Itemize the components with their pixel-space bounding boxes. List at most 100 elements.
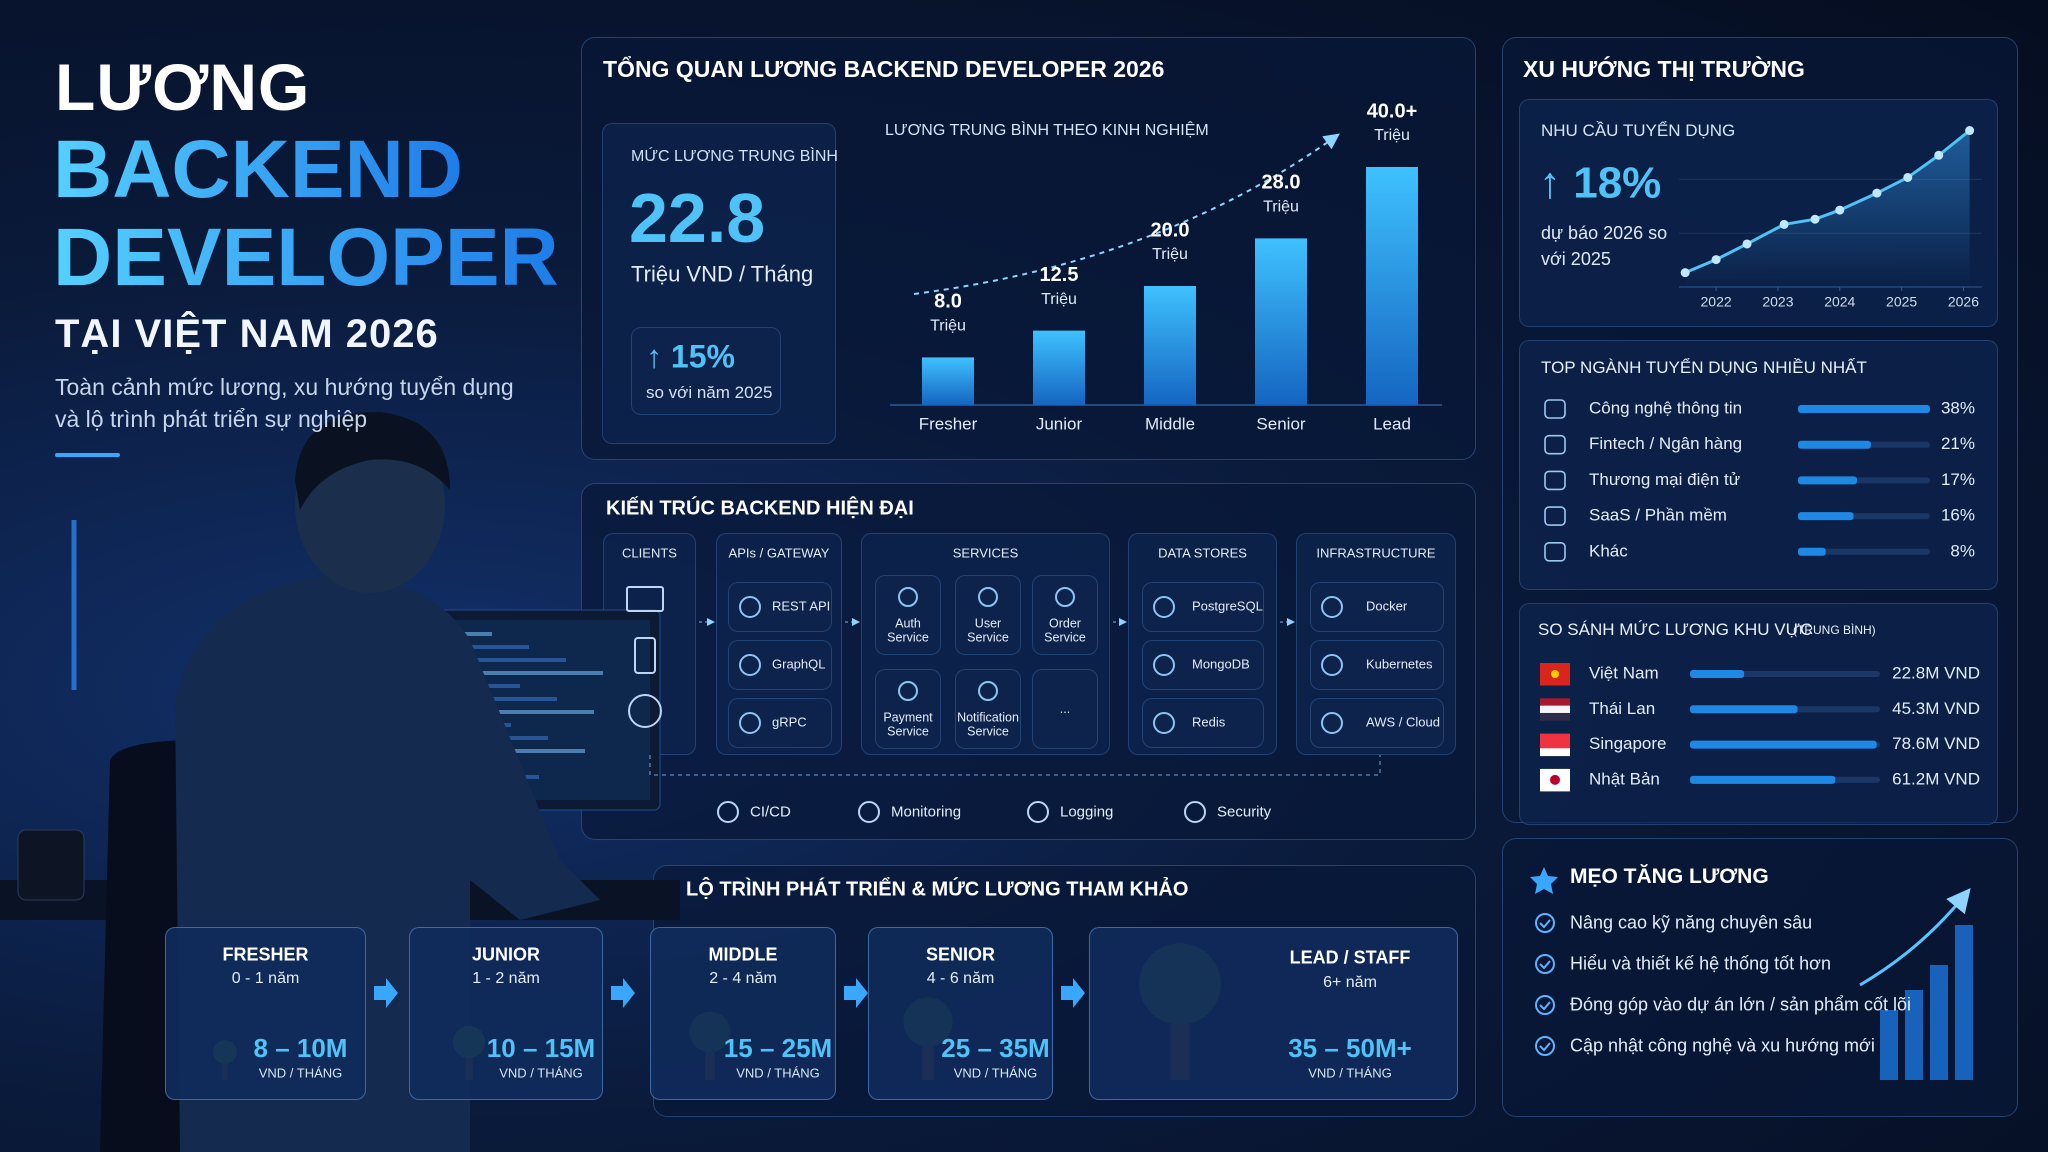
service-icon bbox=[978, 587, 998, 607]
stage-arrow bbox=[374, 978, 398, 1008]
footer-icon bbox=[717, 801, 739, 823]
flag-sun bbox=[1550, 774, 1560, 785]
value-label: 12.5 bbox=[1040, 264, 1079, 286]
stage-unit: VND / THÁNG bbox=[1308, 1065, 1392, 1081]
flag bbox=[1540, 705, 1570, 714]
bar bbox=[1255, 238, 1307, 405]
bar bbox=[1144, 286, 1196, 405]
item-label: gRPC bbox=[772, 714, 807, 730]
industry-icon bbox=[1544, 541, 1566, 562]
stage-salary: 10 – 15M bbox=[486, 1033, 596, 1064]
tip-item: Đóng góp vào dự án lớn / sản phẩm cốt lõ… bbox=[1570, 994, 1912, 1015]
value-unit: Triệu bbox=[1263, 199, 1299, 216]
footer-icon bbox=[858, 801, 880, 823]
item-label: MongoDB bbox=[1192, 656, 1250, 672]
point bbox=[1779, 219, 1789, 229]
bar bbox=[922, 357, 974, 405]
bar bbox=[1798, 405, 1930, 413]
stage-unit: VND / THÁNG bbox=[736, 1065, 820, 1081]
item-label: PostgreSQL bbox=[1192, 598, 1263, 614]
footer-label: CI/CD bbox=[750, 803, 791, 821]
stage-level: MIDDLE bbox=[708, 944, 778, 965]
client-icon bbox=[628, 694, 662, 728]
hero-title: TẠI VIỆT NAM 2026 bbox=[55, 312, 439, 356]
stage-years: 2 - 4 năm bbox=[709, 969, 777, 987]
code-line bbox=[452, 632, 492, 636]
value-unit: Triệu bbox=[1152, 246, 1188, 263]
panel-title: KIẾN TRÚC BACKEND HIỆN ĐẠI bbox=[606, 497, 914, 520]
value-label: 20.0 bbox=[1151, 219, 1190, 241]
average-unit: Triệu VND / Tháng bbox=[631, 261, 814, 287]
arch-item bbox=[728, 698, 832, 748]
flag bbox=[1540, 783, 1570, 792]
point bbox=[1742, 239, 1752, 249]
stage-card bbox=[650, 927, 836, 1100]
item-icon bbox=[739, 712, 761, 734]
code-line bbox=[452, 697, 557, 701]
region-card bbox=[1519, 603, 1998, 825]
industry-icon bbox=[1544, 399, 1566, 419]
person-hair bbox=[295, 411, 450, 510]
industry-icon bbox=[1544, 470, 1566, 491]
hero-title: BACKEND bbox=[53, 123, 463, 217]
line bbox=[1684, 129, 1971, 275]
value-unit: Triệu bbox=[930, 318, 966, 335]
value-label: 38% bbox=[1941, 398, 1975, 417]
stage-level: JUNIOR bbox=[471, 944, 541, 965]
stage-salary: 8 – 10M bbox=[253, 1033, 348, 1064]
deco-bar bbox=[1905, 990, 1923, 1080]
value-label: 40.0+ bbox=[1367, 100, 1418, 122]
point bbox=[1872, 188, 1882, 198]
value-label: 8.0 bbox=[934, 291, 962, 313]
stage-level: FRESHER bbox=[222, 944, 309, 965]
arch-item bbox=[728, 582, 832, 632]
code-line bbox=[452, 645, 529, 649]
column-title: SERVICES bbox=[952, 545, 1019, 561]
bar bbox=[1798, 512, 1854, 521]
category-label: Việt Nam bbox=[1589, 663, 1659, 682]
chart-title: LƯƠNG TRUNG BÌNH THEO KINH NGHIỆM bbox=[885, 121, 1209, 139]
point bbox=[1711, 255, 1721, 265]
point bbox=[1680, 268, 1690, 278]
flag bbox=[1540, 663, 1570, 671]
chart-subtitle: (TRUNG BÌNH) bbox=[1793, 623, 1876, 638]
highlight: ↑ 18% bbox=[1539, 158, 1662, 208]
value-label: 61.2M VND bbox=[1892, 769, 1980, 788]
value-label: 28.0 bbox=[1262, 172, 1301, 194]
stage-years: 4 - 6 năm bbox=[926, 969, 995, 987]
stage-level: SENIOR bbox=[925, 944, 996, 965]
check-icon bbox=[1535, 913, 1555, 933]
average-value: 22.8 bbox=[629, 178, 766, 257]
service-label: ... bbox=[1059, 701, 1071, 716]
chart-title: NHU CẦU TUYỂN DỤNG bbox=[1541, 121, 1736, 141]
service-label: User Service bbox=[967, 616, 1009, 645]
value-label: 8% bbox=[1950, 541, 1975, 560]
category-label: Thái Lan bbox=[1589, 699, 1655, 718]
value-label: 17% bbox=[1941, 470, 1975, 489]
industry-card bbox=[1519, 340, 1998, 590]
item-icon bbox=[1153, 596, 1175, 618]
stage-arrow bbox=[1061, 978, 1085, 1008]
deco-bar bbox=[1955, 925, 1973, 1080]
panel-title: LỘ TRÌNH PHÁT TRIỂN & MỨC LƯƠNG THAM KHẢ… bbox=[686, 878, 1189, 901]
value-unit: Triệu bbox=[1041, 291, 1077, 308]
item-label: Docker bbox=[1366, 598, 1408, 614]
point bbox=[1903, 172, 1913, 182]
x-tick-label: Fresher bbox=[919, 414, 978, 433]
stage-card bbox=[409, 927, 603, 1100]
stage-unit: VND / THÁNG bbox=[499, 1065, 583, 1081]
deco-bar bbox=[1880, 1010, 1898, 1080]
arch-item bbox=[728, 640, 832, 690]
mug bbox=[17, 829, 85, 901]
x-tick-label: Lead bbox=[1373, 414, 1411, 433]
chart-title: SO SÁNH MỨC LƯƠNG KHU VỰC bbox=[1538, 620, 1813, 640]
code-line bbox=[452, 710, 594, 714]
x-tick-label: 2022 bbox=[1701, 294, 1732, 310]
x-tick-label: Junior bbox=[1036, 414, 1083, 433]
bar bbox=[1690, 775, 1836, 784]
deco-bar bbox=[1930, 965, 1948, 1080]
footer-label: Logging bbox=[1060, 803, 1114, 821]
flag bbox=[1540, 677, 1570, 686]
stage-card bbox=[1089, 927, 1458, 1100]
column-title: APIs / GATEWAY bbox=[728, 545, 830, 561]
